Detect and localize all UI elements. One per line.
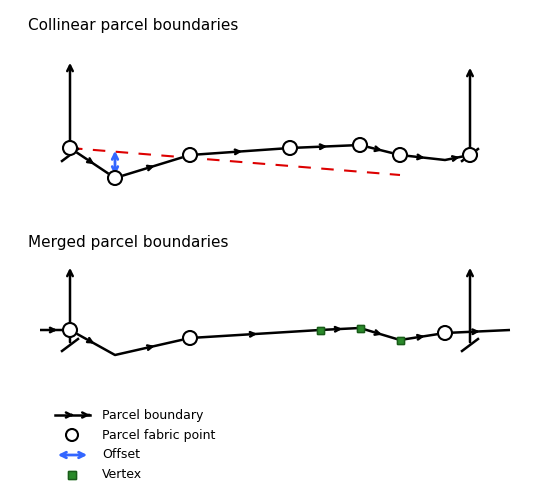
Bar — [357, 325, 363, 332]
Circle shape — [63, 323, 77, 337]
Bar — [316, 327, 324, 334]
Circle shape — [393, 148, 407, 162]
Bar — [396, 337, 404, 344]
Circle shape — [463, 148, 477, 162]
Bar — [357, 325, 363, 332]
Circle shape — [353, 138, 367, 152]
Text: Parcel fabric point: Parcel fabric point — [102, 428, 215, 441]
Circle shape — [108, 171, 122, 185]
Text: Parcel boundary: Parcel boundary — [102, 408, 203, 421]
Text: Merged parcel boundaries: Merged parcel boundaries — [28, 235, 229, 250]
Bar — [68, 471, 76, 479]
Bar — [396, 337, 404, 344]
Circle shape — [438, 326, 452, 340]
Text: Offset: Offset — [102, 448, 140, 461]
Circle shape — [63, 141, 77, 155]
Text: Vertex: Vertex — [102, 468, 142, 481]
Circle shape — [183, 331, 197, 345]
Bar — [316, 327, 324, 334]
Circle shape — [183, 148, 197, 162]
Text: Collinear parcel boundaries: Collinear parcel boundaries — [28, 18, 238, 33]
Circle shape — [283, 141, 297, 155]
Circle shape — [66, 429, 78, 441]
Bar — [68, 471, 76, 479]
